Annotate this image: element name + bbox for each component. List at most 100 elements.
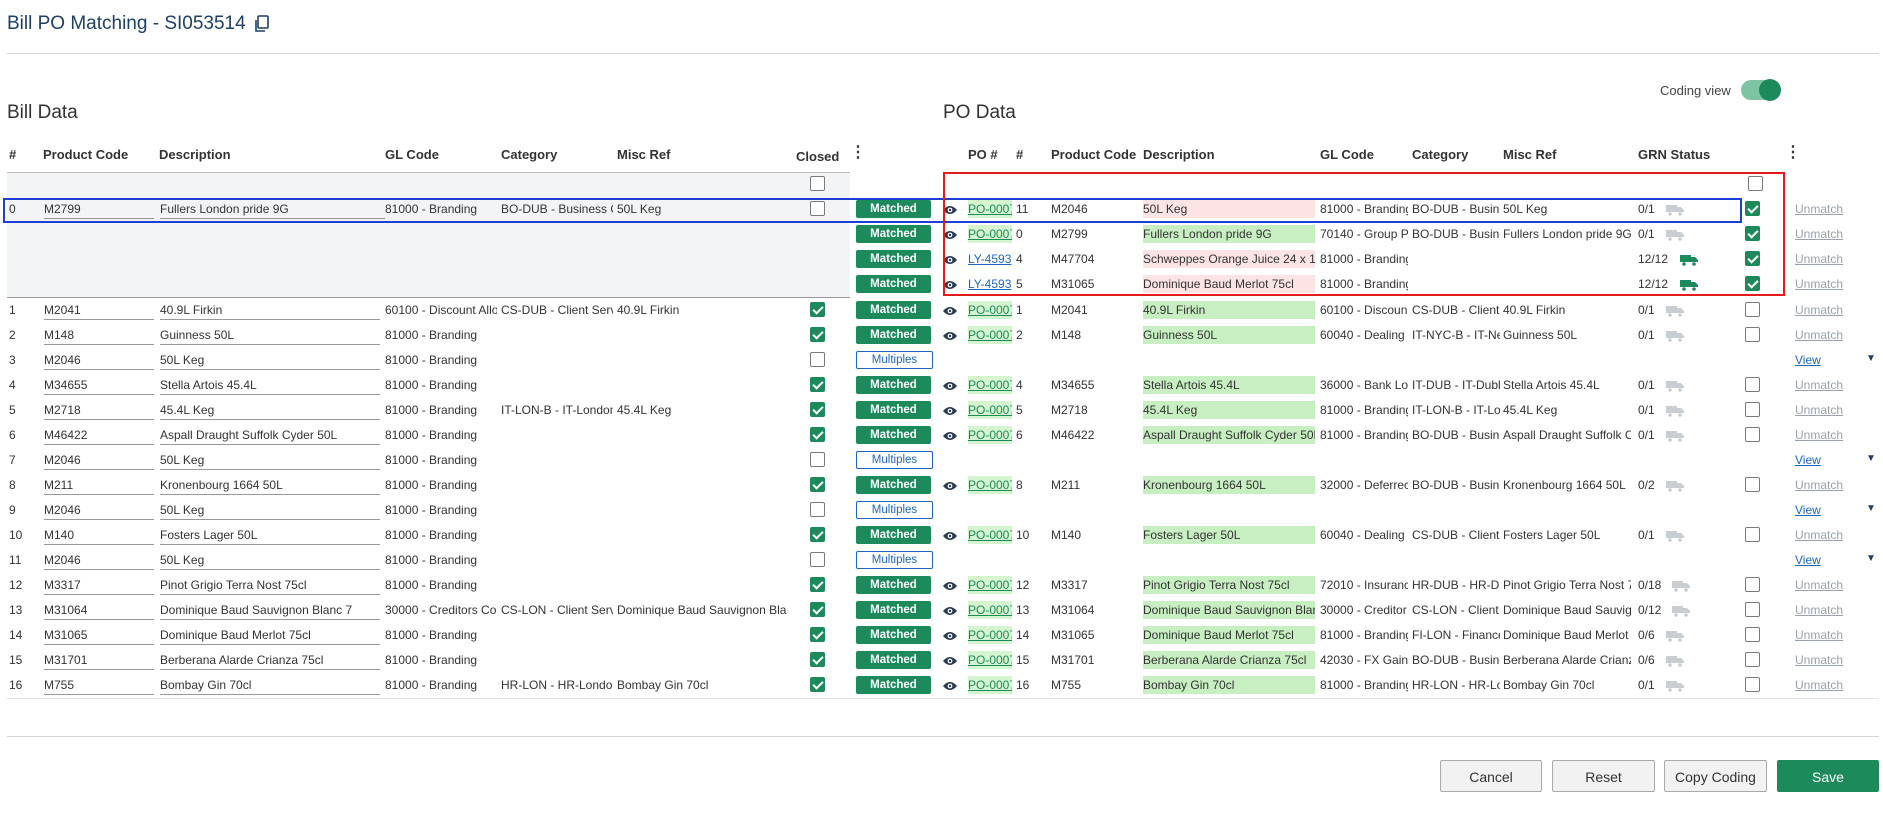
unmatch-link[interactable]: Unmatch	[1795, 252, 1844, 266]
view-icon[interactable]	[942, 329, 958, 341]
unmatch-link[interactable]: Unmatch	[1795, 603, 1844, 617]
bill-col-product-code[interactable]: Product Code	[43, 147, 129, 162]
po-number-link[interactable]: PO-0007	[968, 200, 1012, 218]
unmatch-link[interactable]: Unmatch	[1795, 653, 1844, 667]
status-multiples-badge[interactable]: Multiples	[856, 501, 933, 519]
bill-select-all-checkbox[interactable]	[810, 176, 825, 191]
unmatch-link[interactable]: Unmatch	[1795, 403, 1844, 417]
bill-row-closed-checkbox[interactable]	[810, 477, 825, 492]
view-link[interactable]: View	[1795, 353, 1821, 367]
unmatch-link[interactable]: Unmatch	[1795, 428, 1844, 442]
bill-row-closed-checkbox[interactable]	[810, 377, 825, 392]
po-row-checkbox[interactable]	[1745, 327, 1760, 342]
bill-col-closed[interactable]: Closed	[796, 149, 840, 164]
unmatch-link[interactable]: Unmatch	[1795, 528, 1844, 542]
view-link[interactable]: View	[1795, 553, 1821, 567]
unmatch-link[interactable]: Unmatch	[1795, 328, 1844, 342]
chevron-down-icon[interactable]: ▼	[1866, 503, 1876, 514]
po-col-grn-status[interactable]: GRN Status	[1638, 147, 1711, 162]
po-col-misc-ref[interactable]: Misc Ref	[1503, 147, 1557, 162]
po-number-link[interactable]: PO-0007	[968, 651, 1012, 669]
status-matched-badge[interactable]: Matched	[856, 326, 931, 344]
unmatch-link[interactable]: Unmatch	[1795, 628, 1844, 642]
status-matched-badge[interactable]: Matched	[856, 426, 931, 444]
po-row-checkbox[interactable]	[1745, 577, 1760, 592]
view-icon[interactable]	[942, 404, 958, 416]
view-icon[interactable]	[942, 629, 958, 641]
view-icon[interactable]	[942, 654, 958, 666]
status-matched-badge[interactable]: Matched	[856, 200, 931, 218]
bill-col-description[interactable]: Description	[159, 147, 231, 162]
view-icon[interactable]	[942, 604, 958, 616]
bill-row-closed-checkbox[interactable]	[810, 602, 825, 617]
view-icon[interactable]	[942, 579, 958, 591]
status-matched-badge[interactable]: Matched	[856, 275, 931, 293]
cancel-button[interactable]: Cancel	[1440, 760, 1542, 792]
bill-row-closed-checkbox[interactable]	[810, 302, 825, 317]
copy-coding-button[interactable]: Copy Coding	[1664, 760, 1767, 792]
chevron-down-icon[interactable]: ▼	[1866, 553, 1876, 564]
status-multiples-badge[interactable]: Multiples	[856, 551, 933, 569]
po-row-checkbox[interactable]	[1745, 302, 1760, 317]
view-icon[interactable]	[942, 278, 958, 290]
status-multiples-badge[interactable]: Multiples	[856, 351, 933, 369]
selected-po-row[interactable]: Matched LY-4593 4 M47704 Schweppes Orange Ju…	[0, 247, 1883, 272]
bill-row-closed-checkbox[interactable]	[810, 677, 825, 692]
bill-row-closed-checkbox[interactable]	[810, 627, 825, 642]
po-row-checkbox[interactable]	[1745, 276, 1760, 291]
unmatch-link[interactable]: Unmatch	[1795, 227, 1844, 241]
view-icon[interactable]	[942, 379, 958, 391]
bill-row-closed-checkbox[interactable]	[810, 527, 825, 542]
save-button[interactable]: Save	[1777, 760, 1879, 792]
bill-col-category[interactable]: Category	[501, 147, 558, 162]
po-row-checkbox[interactable]	[1745, 627, 1760, 642]
bill-col-misc-ref[interactable]: Misc Ref	[617, 147, 671, 162]
po-number-link[interactable]: PO-0007	[968, 426, 1012, 444]
po-number-link[interactable]: PO-0007	[968, 526, 1012, 544]
po-row-checkbox[interactable]	[1745, 226, 1760, 241]
status-matched-badge[interactable]: Matched	[856, 225, 931, 243]
status-matched-badge[interactable]: Matched	[856, 676, 931, 694]
status-matched-badge[interactable]: Matched	[856, 250, 931, 268]
bill-row-closed-checkbox[interactable]	[810, 427, 825, 442]
po-col-gl-code[interactable]: GL Code	[1320, 147, 1374, 162]
po-col-category[interactable]: Category	[1412, 147, 1469, 162]
po-columns-menu-icon[interactable]: ⋮	[1785, 144, 1801, 161]
view-icon[interactable]	[942, 479, 958, 491]
bill-row-closed-checkbox[interactable]	[810, 652, 825, 667]
bill-row-closed-checkbox[interactable]	[810, 552, 825, 567]
unmatch-link[interactable]: Unmatch	[1795, 303, 1844, 317]
selected-po-row[interactable]: Matched PO-0007 11 M2046 50L Keg 81000 - Bran…	[0, 197, 1883, 222]
po-number-link[interactable]: PO-0007	[968, 676, 1012, 694]
po-number-link[interactable]: PO-0007	[968, 301, 1012, 319]
po-row-checkbox[interactable]	[1745, 677, 1760, 692]
po-col-product-code[interactable]: Product Code	[1051, 147, 1137, 162]
view-icon[interactable]	[942, 228, 958, 240]
bill-row-closed-checkbox[interactable]	[810, 201, 825, 216]
view-icon[interactable]	[942, 429, 958, 441]
view-icon[interactable]	[942, 304, 958, 316]
view-link[interactable]: View	[1795, 503, 1821, 517]
view-icon[interactable]	[942, 679, 958, 691]
status-matched-badge[interactable]: Matched	[856, 301, 931, 319]
po-col-po-num[interactable]: PO #	[968, 147, 998, 162]
po-number-link[interactable]: PO-0007	[968, 326, 1012, 344]
status-matched-badge[interactable]: Matched	[856, 401, 931, 419]
po-row-checkbox[interactable]	[1745, 652, 1760, 667]
coding-view-toggle[interactable]	[1740, 79, 1781, 101]
po-number-link[interactable]: PO-0007	[968, 576, 1012, 594]
po-number-link[interactable]: PO-0007	[968, 601, 1012, 619]
view-icon[interactable]	[942, 253, 958, 265]
unmatch-link[interactable]: Unmatch	[1795, 678, 1844, 692]
bill-row-closed-checkbox[interactable]	[810, 327, 825, 342]
po-number-link[interactable]: PO-0007	[968, 476, 1012, 494]
po-col-description[interactable]: Description	[1143, 147, 1215, 162]
status-matched-badge[interactable]: Matched	[856, 376, 931, 394]
selected-bill-row[interactable]: 0 M2799 Fullers London pride 9G 81000 - …	[7, 197, 1879, 222]
po-row-checkbox[interactable]	[1745, 427, 1760, 442]
po-number-link[interactable]: LY-4593	[968, 277, 1012, 291]
po-row-checkbox[interactable]	[1745, 602, 1760, 617]
status-multiples-badge[interactable]: Multiples	[856, 451, 933, 469]
selected-po-row[interactable]: Matched PO-0007 0 M2799 Fullers London pride…	[0, 222, 1883, 247]
view-icon[interactable]	[942, 529, 958, 541]
